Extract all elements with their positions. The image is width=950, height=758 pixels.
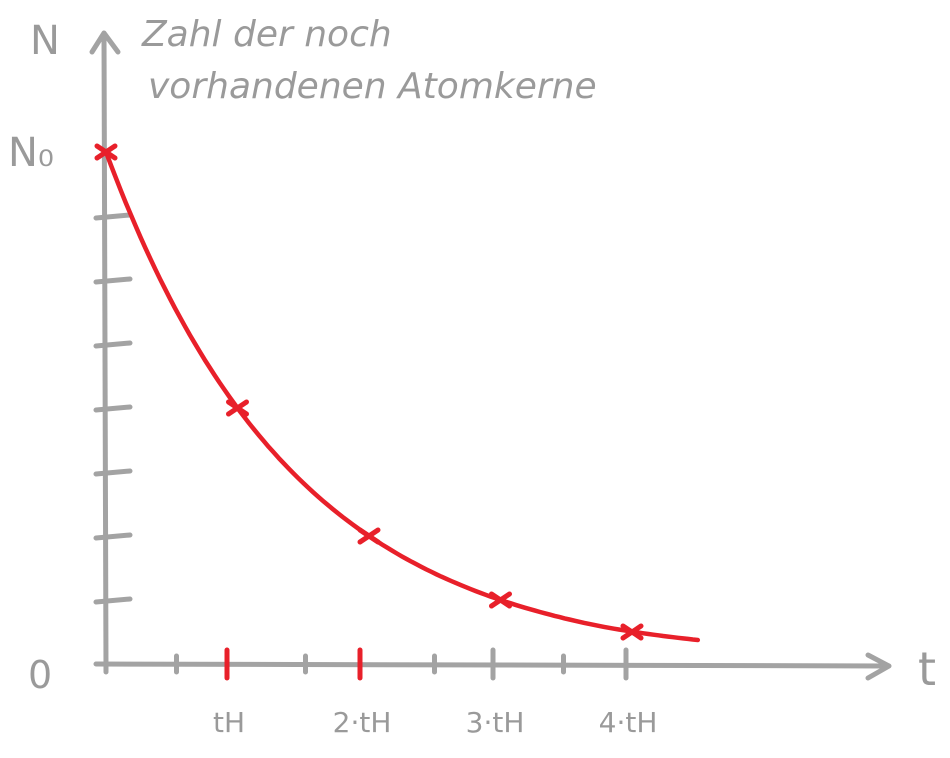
y-axis-arrowhead	[89, 30, 121, 55]
y-minor-tick	[93, 404, 133, 413]
y-axis-title: N	[30, 18, 60, 64]
data-point-stroke	[620, 623, 644, 641]
y-minor-tick	[93, 212, 133, 221]
x-tick-labels: tH 2·tH 3·tH 4·tH	[213, 706, 657, 739]
axes	[89, 30, 892, 681]
data-point	[489, 591, 512, 609]
x-tick-label: tH	[213, 706, 245, 739]
y-axis-caption-line-1: Zahl der noch	[141, 14, 392, 55]
y-minor-tick	[93, 596, 133, 605]
y-minor-tick	[93, 276, 133, 285]
x-tick-label: 3·tH	[466, 706, 525, 739]
data-point-stroke	[357, 527, 381, 545]
data-point-stroke	[226, 399, 249, 417]
data-point	[94, 143, 118, 161]
data-markers	[94, 143, 644, 641]
x-tick-label: 4·tH	[599, 706, 658, 739]
x-axis-arrowhead	[865, 652, 892, 681]
x-tick-label: 2·tH	[333, 706, 392, 739]
y-axis-caption-line-2: vorhandenen Atomkerne	[148, 66, 597, 107]
decay-curve	[103, 149, 701, 643]
y-minor-tick	[93, 468, 133, 477]
decay-curve-group	[103, 149, 701, 643]
data-point	[357, 527, 381, 545]
data-point-stroke	[489, 591, 512, 609]
ticks	[93, 212, 629, 681]
data-point	[226, 399, 249, 417]
y-minor-tick	[93, 532, 133, 541]
y-minor-tick	[93, 340, 133, 349]
y-axis-line	[101, 32, 109, 675]
y-start-label: N₀	[8, 130, 54, 176]
y-zero-label: 0	[28, 653, 52, 697]
x-axis-title: t	[918, 642, 936, 696]
data-point-stroke	[94, 143, 118, 161]
data-point	[620, 623, 644, 641]
